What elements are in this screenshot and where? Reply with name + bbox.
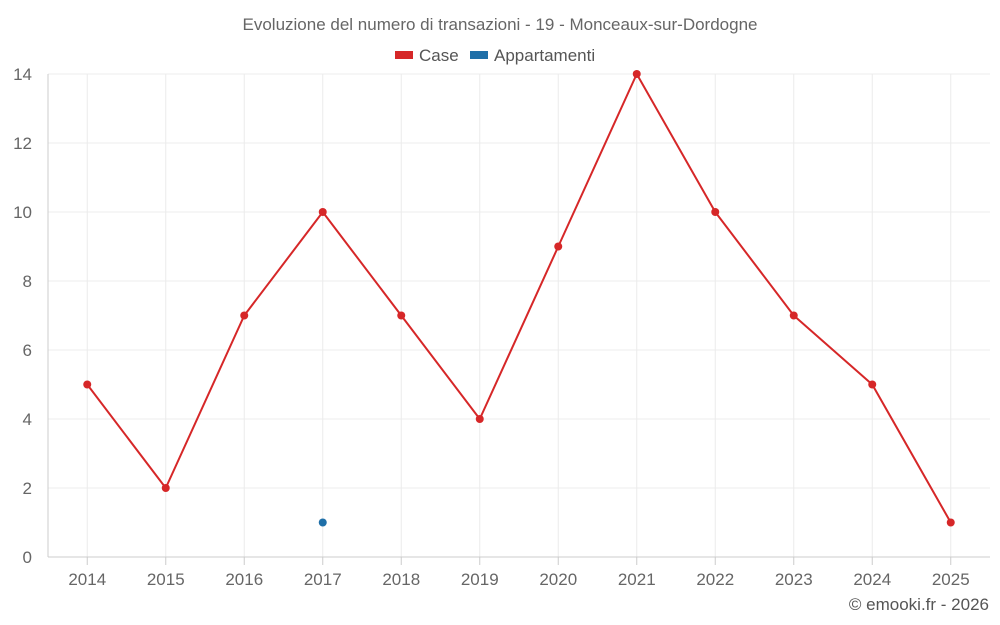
legend-label-case[interactable]: Case — [419, 46, 459, 65]
y-tick-label: 2 — [23, 479, 32, 498]
x-tick-label: 2023 — [775, 570, 813, 589]
axes: 0 2 4 6 8 10 12 14 2014 2015 2016 2017 2018 2019 2020 2… — [13, 65, 990, 589]
x-tick-label: 2024 — [853, 570, 891, 589]
data-point-case[interactable] — [397, 311, 406, 320]
y-tick-label: 4 — [23, 410, 32, 429]
data-point-case[interactable] — [789, 311, 798, 320]
y-tick-label: 0 — [23, 548, 32, 567]
x-tick-label: 2017 — [304, 570, 342, 589]
data-point-case[interactable] — [240, 311, 249, 320]
data-point-case[interactable] — [475, 415, 484, 423]
x-tick-label: 2015 — [147, 570, 185, 589]
data-point-case[interactable] — [868, 380, 877, 389]
series-line-case — [86, 73, 952, 523]
data-point-case[interactable] — [554, 242, 563, 251]
x-tick-label: 2014 — [68, 570, 106, 589]
data-point-case[interactable] — [632, 70, 641, 78]
data-point-case[interactable] — [161, 484, 170, 492]
series — [83, 70, 955, 527]
legend: Case Appartamenti — [395, 46, 595, 65]
legend-swatch-appartamenti — [470, 51, 488, 59]
x-tick-label: 2022 — [696, 570, 734, 589]
y-tick-label: 10 — [13, 203, 32, 222]
y-tick-label: 14 — [13, 65, 32, 84]
y-tick-label: 12 — [13, 134, 32, 153]
credit-text: © emooki.fr - 2026 — [849, 595, 989, 614]
data-point-appartamenti[interactable] — [318, 518, 327, 527]
x-tick-label: 2016 — [225, 570, 263, 589]
x-tick-label: 2020 — [539, 570, 577, 589]
data-point-case[interactable] — [946, 518, 955, 527]
grid — [48, 73, 990, 557]
chart-title: Evoluzione del numero di transazioni - 1… — [243, 15, 758, 34]
x-tick-label: 2021 — [618, 570, 656, 589]
data-point-case[interactable] — [83, 380, 92, 389]
y-tick-label: 8 — [23, 272, 32, 291]
legend-label-appartamenti[interactable]: Appartamenti — [494, 46, 595, 65]
data-point-case[interactable] — [711, 208, 720, 216]
x-tick-label: 2018 — [382, 570, 420, 589]
x-tick-label: 2019 — [461, 570, 499, 589]
x-tick-label: 2025 — [932, 570, 970, 589]
legend-swatch-case — [395, 51, 413, 59]
y-tick-label: 6 — [23, 341, 32, 360]
data-point-case[interactable] — [318, 208, 327, 216]
